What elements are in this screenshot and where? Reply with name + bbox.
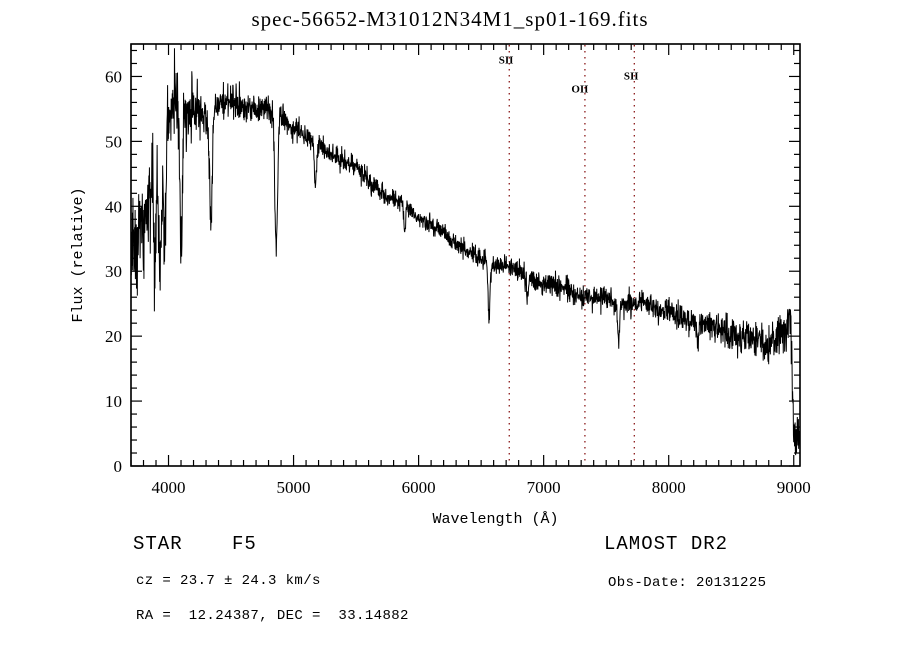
spectral-line-label: SII	[624, 71, 639, 83]
spectral-line-label: SII	[499, 54, 514, 66]
footer-subclass: F5	[232, 533, 257, 555]
spectral-line-label: OII	[571, 84, 588, 96]
x-tick-label: 7000	[527, 478, 561, 497]
y-tick-label: 30	[105, 262, 122, 281]
y-tick-label: 20	[105, 327, 122, 346]
x-tick-label: 9000	[777, 478, 811, 497]
y-tick-label: 60	[105, 67, 122, 86]
page-title: spec-56652-M31012N34M1_sp01-169.fits	[251, 7, 649, 31]
x-tick-label: 5000	[277, 478, 311, 497]
x-tick-label: 4000	[152, 478, 186, 497]
footer-object-type: STAR	[133, 533, 183, 555]
y-tick-label: 40	[105, 197, 122, 216]
x-tick-label: 8000	[652, 478, 686, 497]
footer-coords: RA = 12.24387, DEC = 33.14882	[136, 608, 409, 624]
y-axis-label: Flux (relative)	[70, 187, 87, 322]
y-tick-label: 50	[105, 132, 122, 151]
footer-cz: cz = 23.7 ± 24.3 km/s	[136, 573, 321, 589]
plot-frame-overlay	[130, 43, 801, 467]
footer-survey: LAMOST DR2	[604, 533, 729, 555]
x-axis-label: Wavelength (Å)	[432, 511, 558, 528]
x-tick-label: 6000	[402, 478, 436, 497]
y-tick-label: 0	[114, 457, 123, 476]
y-tick-label: 10	[105, 392, 122, 411]
spectrum-trace	[131, 48, 800, 456]
footer-obs-date: Obs-Date: 20131225	[608, 575, 767, 591]
